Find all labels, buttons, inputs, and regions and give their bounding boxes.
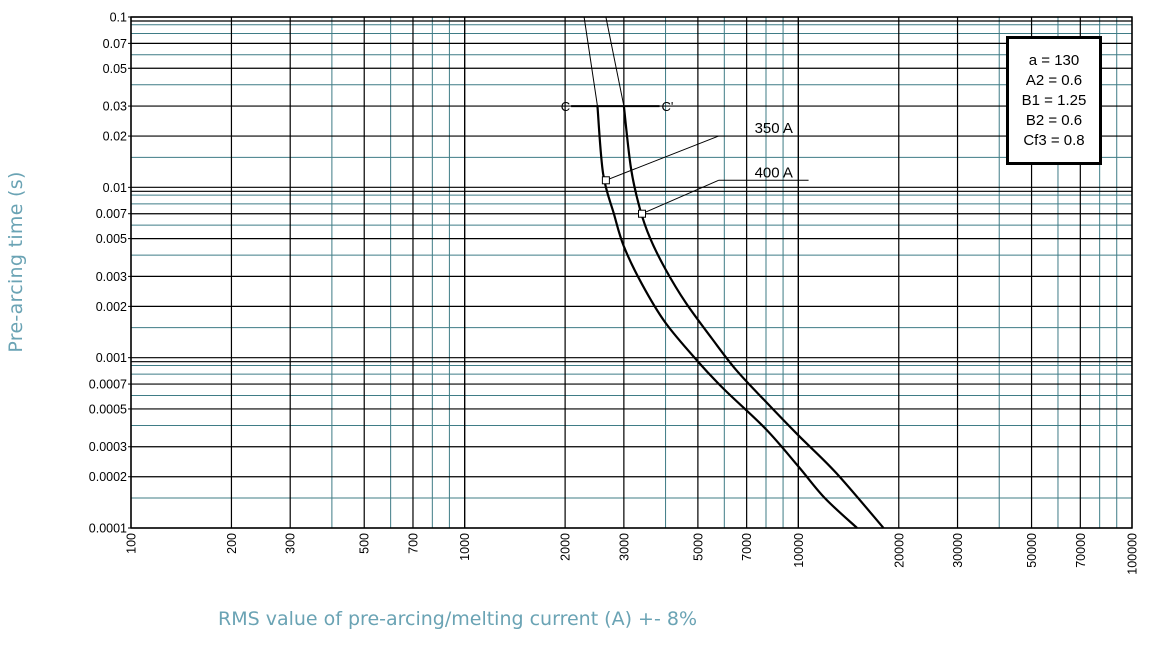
guide-lines (583, 16, 625, 107)
param-a: a = 130 (1028, 51, 1080, 69)
callout-label: 350 A (755, 120, 793, 137)
x-tick-label: 7000 (740, 533, 754, 561)
x-tick-label: 200 (225, 533, 239, 554)
plot-frame (130, 16, 1133, 529)
y-tick-label: 0.001 (96, 351, 127, 365)
x-tick-label: 50000 (1025, 533, 1039, 568)
tick-labels: 0.1 0.07 0.05 0.03 0.02 0.01 0.007 0.005 0.003 0.… (89, 11, 1140, 575)
y-tick-label: 0.0001 (89, 522, 127, 536)
callout-leader (605, 135, 719, 181)
x-tick-label: 3000 (617, 533, 631, 561)
callout-label: 400 A (755, 164, 793, 181)
callout-marker (638, 209, 647, 218)
param-b2: B2 = 0.6 (1025, 111, 1083, 129)
x-tick-label: 70000 (1074, 533, 1088, 568)
y-tick-label: 0.05 (103, 62, 127, 76)
x-tick-label: 5000 (691, 533, 705, 561)
y-tick-label: 0.03 (103, 100, 127, 114)
cc-left-label: C (561, 99, 570, 114)
y-tick-label: 0.0002 (89, 470, 127, 484)
x-tick-label: 1000 (458, 533, 472, 561)
x-tick-label: 100000 (1126, 533, 1140, 575)
curve-400-a (622, 105, 885, 529)
y-tick-label: 0.02 (103, 130, 127, 144)
x-tick-label: 30000 (951, 533, 965, 568)
y-tick-label: 0.01 (103, 181, 127, 195)
y-tick-label: 0.005 (96, 232, 127, 246)
y-axis-title: Pre-arcing time (s) (5, 171, 27, 353)
x-axis-title: RMS value of pre-arcing/melting current … (218, 608, 697, 630)
y-tick-label: 0.0007 (89, 378, 127, 392)
continuation-line (583, 16, 598, 107)
major-grid (130, 16, 1133, 529)
parameters-box: a = 130 A2 = 0.6 B1 = 1.25 B2 = 0.6 Cf3 … (1006, 36, 1102, 165)
x-tick-label: 2000 (559, 533, 573, 561)
x-tick-label: 10000 (792, 533, 806, 568)
annotations: C C' 350 A 400 A (561, 99, 809, 218)
curve-350-a (596, 105, 858, 529)
curves (596, 105, 885, 529)
x-tick-label: 20000 (892, 533, 906, 568)
minor-grid (131, 17, 1132, 528)
callout-marker (601, 176, 610, 185)
x-tick-label: 300 (284, 533, 298, 554)
param-cf3: Cf3 = 0.8 (1023, 131, 1085, 149)
y-tick-label: 0.07 (103, 37, 127, 51)
x-tick-label: 100 (125, 533, 139, 554)
cc-right-label: C' (662, 99, 674, 114)
param-a2: A2 = 0.6 (1025, 71, 1083, 89)
y-tick-label: 0.007 (96, 207, 127, 221)
callout-leader (641, 179, 719, 215)
y-tick-label: 0.1 (110, 11, 127, 25)
y-tick-label: 0.003 (96, 270, 127, 284)
x-tick-label: 700 (406, 533, 420, 554)
y-tick-label: 0.002 (96, 300, 127, 314)
y-tick-label: 0.0005 (89, 402, 127, 416)
x-tick-label: 500 (358, 533, 372, 554)
continuation-line (605, 16, 625, 107)
param-b1: B1 = 1.25 (1021, 91, 1087, 109)
y-tick-label: 0.0003 (89, 440, 127, 454)
